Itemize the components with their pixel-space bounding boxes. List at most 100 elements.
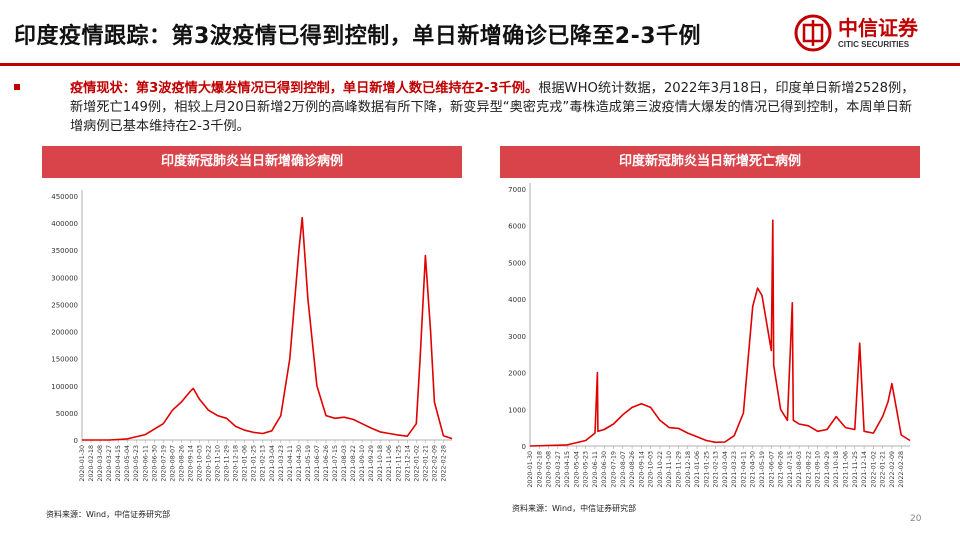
cases-y-tick-label: 150000 — [51, 356, 78, 364]
deaths-y-tick-label: 5000 — [508, 259, 526, 267]
deaths-x-tick-label: 2020-07-19 — [611, 451, 618, 488]
logo-name-cn: 中信证券 — [838, 12, 918, 41]
deaths-y-tick-label: 0 — [522, 443, 526, 451]
deaths-x-tick-label: 2020-06-30 — [601, 451, 608, 488]
deaths-y-tick-label: 7000 — [508, 186, 526, 194]
deaths-x-tick-label: 2020-03-27 — [555, 451, 562, 488]
cases-x-tick-label: 2022-01-21 — [422, 445, 429, 482]
deaths-x-tick-label: 2022-01-02 — [870, 451, 877, 488]
deaths-x-tick-label: 2020-10-22 — [657, 451, 664, 488]
cases-x-tick-label: 2021-05-19 — [305, 445, 312, 482]
cases-x-tick-label: 2020-06-30 — [151, 445, 158, 482]
citic-logo-icon — [794, 14, 832, 52]
deaths-x-tick-label: 2022-02-09 — [889, 451, 896, 488]
deaths-x-tick-label: 2021-06-26 — [778, 451, 785, 488]
deaths-y-tick-label: 6000 — [508, 223, 526, 231]
cases-x-tick-label: 2022-01-02 — [413, 445, 420, 482]
cases-x-tick-label: 2022-02-28 — [440, 445, 447, 482]
cases-x-tick-label: 2021-09-10 — [359, 445, 366, 482]
cases-x-tick-label: 2020-02-18 — [88, 445, 95, 482]
cases-x-tick-label: 2021-03-23 — [278, 445, 285, 482]
cases-x-tick-label: 2021-01-06 — [242, 445, 249, 482]
cases-x-tick-label: 2020-05-04 — [124, 445, 131, 482]
cases-y-tick-label: 300000 — [51, 274, 78, 282]
deaths-x-tick-label: 2021-06-07 — [768, 451, 775, 488]
cases-y-tick-label: 0 — [74, 437, 78, 445]
cases-x-tick-label: 2020-08-26 — [178, 445, 185, 482]
deaths-x-tick-label: 2021-08-03 — [796, 451, 803, 488]
cases-x-tick-label: 2021-09-29 — [368, 445, 375, 482]
cases-x-tick-label: 2020-12-18 — [233, 445, 240, 482]
deaths-y-tick-label: 1000 — [508, 406, 526, 414]
cases-x-tick-label: 2020-03-08 — [97, 445, 104, 482]
deaths-x-tick-label: 2020-01-30 — [527, 451, 534, 488]
cases-x-tick-label: 2021-12-14 — [404, 445, 411, 482]
deaths-x-tick-label: 2020-08-07 — [620, 451, 627, 488]
deaths-x-tick-label: 2020-02-18 — [536, 451, 543, 488]
company-logo: 中信证券 CITIC SECURITIES — [794, 12, 944, 58]
cases-x-tick-label: 2021-02-13 — [260, 445, 267, 482]
summary-highlight: 疫情现状：第3波疫情大爆发情况已得到控制，单日新增人数已维持在2-3千例。 — [70, 81, 538, 96]
chart-title-deaths: 印度新冠肺炎当日新增死亡病例 — [500, 146, 920, 178]
deaths-x-tick-label: 2022-01-21 — [880, 451, 887, 488]
cases-x-tick-label: 2021-01-25 — [251, 445, 258, 482]
deaths-x-tick-label: 2021-01-06 — [694, 451, 701, 488]
deaths-x-tick-label: 2021-04-11 — [740, 451, 747, 488]
deaths-x-tick-label: 2020-05-04 — [573, 451, 580, 488]
cases-y-tick-label: 400000 — [51, 220, 78, 228]
deaths-x-tick-label: 2021-09-29 — [824, 451, 831, 488]
chart-title-cases: 印度新冠肺炎当日新增确诊病例 — [42, 146, 462, 178]
deaths-y-tick-label: 2000 — [508, 370, 526, 378]
cases-x-tick-label: 2020-09-14 — [187, 445, 194, 482]
source-note-left: 资料来源：Wind，中信证券研究部 — [46, 509, 170, 520]
cases-x-tick-label: 2021-08-22 — [350, 445, 357, 482]
deaths-x-tick-label: 2021-03-23 — [731, 451, 738, 488]
deaths-x-tick-label: 2022-02-28 — [898, 451, 905, 488]
deaths-x-tick-label: 2021-11-06 — [843, 451, 850, 488]
cases-y-tick-label: 200000 — [51, 329, 78, 337]
page-title: 印度疫情跟踪：第3波疫情已得到控制，单日新增确诊已降至2-3千例 — [14, 18, 701, 50]
cases-x-tick-label: 2021-06-26 — [323, 445, 330, 482]
deaths-x-tick-label: 2020-10-03 — [648, 451, 655, 488]
deaths-x-tick-label: 2021-12-14 — [861, 451, 868, 488]
cases-x-tick-label: 2020-05-23 — [133, 445, 140, 482]
cases-series-line — [82, 218, 452, 440]
cases-x-tick-label: 2021-06-07 — [314, 445, 321, 482]
cases-line-chart: 0 50000 100000 150000 200000 250000 300000 3500… — [40, 180, 470, 500]
deaths-x-tick-label: 2021-07-15 — [787, 451, 794, 488]
deaths-x-tick-label: 2020-08-26 — [629, 451, 636, 488]
cases-x-tick-label: 2020-06-11 — [142, 445, 149, 482]
cases-x-tick-label: 2020-08-07 — [169, 445, 176, 482]
deaths-x-tick-label: 2020-12-18 — [685, 451, 692, 488]
source-note-right: 资料来源：Wind，中信证券研究部 — [512, 503, 636, 514]
cases-x-tick-label: 2021-04-30 — [296, 445, 303, 482]
cases-x-tick-label: 2021-04-11 — [287, 445, 294, 482]
deaths-x-tick-label: 2021-09-10 — [815, 451, 822, 488]
deaths-x-tick-label: 2020-04-15 — [564, 451, 571, 488]
cases-x-tick-label: 2021-11-25 — [395, 445, 402, 482]
deaths-x-tick-label: 2020-11-29 — [675, 451, 682, 488]
deaths-x-tick-label: 2020-05-23 — [583, 451, 590, 488]
cases-y-tick-label: 250000 — [51, 301, 78, 309]
page-number: 20 — [910, 514, 921, 524]
cases-x-tick-label: 2020-04-15 — [115, 445, 122, 482]
deaths-x-tick-label: 2021-08-22 — [805, 451, 812, 488]
cases-x-tick-label: 2021-08-03 — [341, 445, 348, 482]
deaths-x-tick-label: 2020-09-14 — [638, 451, 645, 488]
deaths-series-line — [530, 220, 910, 446]
deaths-x-tick-label: 2020-06-11 — [592, 451, 599, 488]
deaths-x-tick-label: 2021-05-19 — [759, 451, 766, 488]
cases-x-tick-label: 2022-02-09 — [431, 445, 438, 482]
cases-x-tick-label: 2020-01-30 — [79, 445, 86, 482]
deaths-x-tick-label: 2021-02-13 — [713, 451, 720, 488]
cases-x-tick-label: 2020-07-19 — [160, 445, 167, 482]
deaths-x-tick-label: 2021-03-04 — [722, 451, 729, 488]
summary-paragraph: 疫情现状：第3波疫情大爆发情况已得到控制，单日新增人数已维持在2-3千例。根据W… — [70, 79, 920, 136]
deaths-x-tick-label: 2020-03-08 — [546, 451, 553, 488]
logo-name-en: CITIC SECURITIES — [838, 40, 909, 49]
deaths-x-tick-label: 2021-11-25 — [852, 451, 859, 488]
cases-y-tick-label: 450000 — [51, 193, 78, 201]
deaths-x-tick-label: 2021-10-18 — [833, 451, 840, 488]
cases-x-tick-label: 2020-11-29 — [224, 445, 231, 482]
